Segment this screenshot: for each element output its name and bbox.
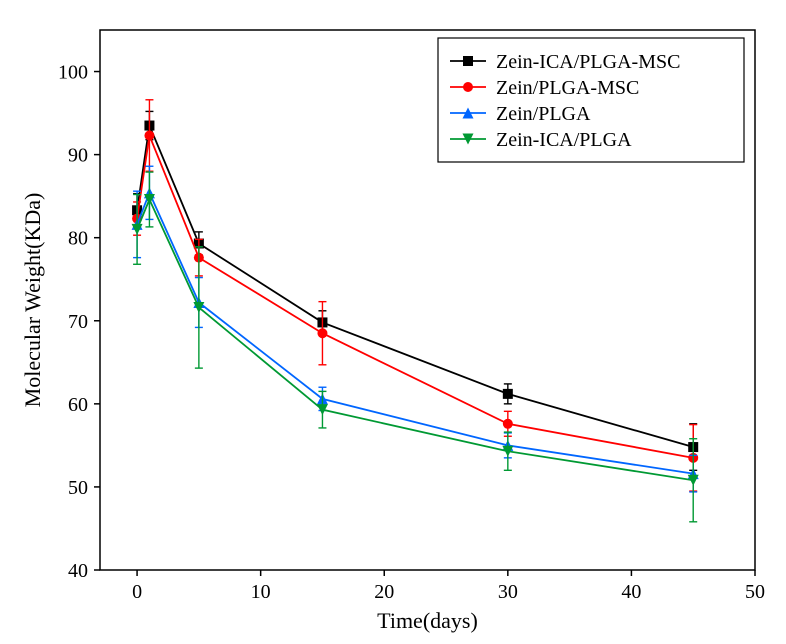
- x-tick-label: 40: [621, 581, 641, 603]
- y-tick-label: 90: [68, 145, 88, 167]
- legend-label: Zein-ICA/PLGA: [496, 129, 632, 151]
- x-tick-label: 10: [251, 581, 271, 603]
- line-chart: 0 10 20 30 40 50 Time(days) 40 50 60 70 80 90 100 Mole…: [0, 0, 786, 644]
- legend-label: Zein/PLGA-MSC: [496, 77, 639, 99]
- x-tick-label: 50: [745, 581, 765, 603]
- y-tick-label: 70: [68, 311, 88, 333]
- y-tick-label: 100: [58, 62, 88, 84]
- y-tick-label: 60: [68, 394, 88, 416]
- legend-label: Zein/PLGA: [496, 103, 591, 125]
- x-tick-label: 30: [498, 581, 518, 603]
- legend: Zein-ICA/PLGA-MSC Zein/PLGA-MSC Zein/PLGA Z…: [438, 38, 744, 162]
- x-axis-label: Time(days): [377, 608, 478, 633]
- marker-circle: [503, 419, 513, 429]
- marker-circle: [317, 328, 327, 338]
- x-tick-label: 20: [374, 581, 394, 603]
- marker-circle: [144, 131, 154, 141]
- y-tick-label: 50: [68, 477, 88, 499]
- marker-circle: [463, 82, 473, 92]
- y-tick-label: 40: [68, 560, 88, 582]
- y-axis-label: Molecular Weight(KDa): [20, 193, 45, 408]
- marker-square: [503, 389, 513, 399]
- marker-square: [463, 56, 473, 66]
- x-tick-label: 0: [132, 581, 142, 603]
- legend-label: Zein-ICA/PLGA-MSC: [496, 51, 680, 73]
- y-tick-label: 80: [68, 228, 88, 250]
